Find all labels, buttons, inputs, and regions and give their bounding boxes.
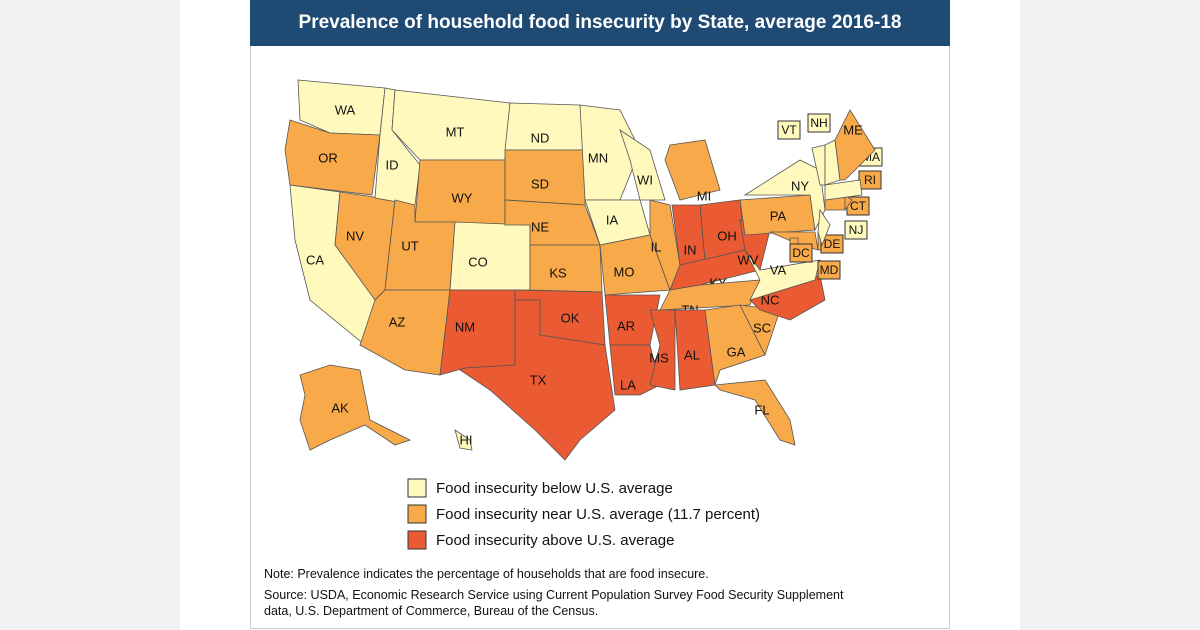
- state-label: NE: [531, 219, 549, 234]
- state-shape: [284, 119, 381, 196]
- state-label: VA: [770, 262, 787, 277]
- legend-label: Food insecurity near U.S. average (11.7 …: [436, 506, 760, 523]
- legend-swatch: [407, 478, 427, 498]
- state-label: MI: [697, 188, 711, 203]
- state-label: AL: [684, 347, 700, 362]
- state-label: ND: [531, 130, 550, 145]
- state-label: TX: [530, 372, 547, 387]
- state-label: IN: [684, 242, 697, 257]
- state-label-box: [807, 113, 831, 133]
- state-label: SD: [531, 176, 549, 191]
- state-label: AR: [617, 318, 635, 333]
- state-label: HI: [460, 432, 473, 447]
- state-label: DC: [792, 246, 810, 260]
- legend-swatch: [407, 504, 427, 524]
- legend-label: Food insecurity below U.S. average: [436, 480, 673, 497]
- state-label: GA: [727, 344, 746, 359]
- state-shape: [669, 249, 761, 291]
- state-shape: [664, 139, 721, 201]
- state-shape: [824, 179, 863, 201]
- state-label: IL: [651, 239, 662, 254]
- state-shape: [579, 104, 641, 201]
- state-label: KS: [549, 265, 567, 280]
- source: Source: USDA, Economic Research Service …: [264, 588, 844, 618]
- state-label: WY: [452, 190, 473, 205]
- state-label: IA: [606, 212, 619, 227]
- state-label: NC: [761, 292, 780, 307]
- state-label: MS: [649, 350, 669, 365]
- state-label: WI: [637, 172, 653, 187]
- state-label: CO: [468, 254, 488, 269]
- state-label: ID: [386, 157, 399, 172]
- state-shape: [649, 309, 676, 391]
- state-label-box: [820, 234, 844, 254]
- state-label: CT: [850, 199, 867, 213]
- state-label: WA: [335, 102, 356, 117]
- state-label-box: [789, 243, 813, 263]
- state-shape: [459, 299, 616, 461]
- state-label: LA: [620, 377, 636, 392]
- state-label: CA: [306, 252, 324, 267]
- state-label: MN: [588, 150, 608, 165]
- state-label: NH: [810, 116, 827, 130]
- state-shape: [817, 208, 831, 247]
- state-shape: [609, 344, 661, 396]
- state-label: MT: [446, 124, 465, 139]
- state-label: NV: [346, 228, 364, 243]
- legend-label: Food insecurity above U.S. average: [436, 532, 674, 549]
- state-shape: [454, 429, 473, 451]
- title: Prevalence of household food insecurity …: [250, 0, 950, 46]
- state-shape: [834, 109, 876, 181]
- state-label: DE: [824, 237, 841, 251]
- state-label: NM: [455, 319, 475, 334]
- note: Note: Prevalence indicates the percentag…: [264, 567, 709, 581]
- state-label: WV: [738, 252, 759, 267]
- state-label-box: [817, 260, 841, 280]
- state-label: MD: [820, 263, 839, 277]
- legend-swatch: [407, 530, 427, 550]
- state-label: VT: [781, 123, 797, 137]
- state-label: NY: [791, 178, 809, 193]
- state-label: OR: [318, 150, 338, 165]
- state-shape: [714, 379, 796, 446]
- state-label: MO: [614, 264, 635, 279]
- state-label: ME: [843, 122, 863, 137]
- state-label: FL: [754, 402, 769, 417]
- state-label-box: [777, 120, 801, 140]
- state-shape: [844, 194, 853, 212]
- state-label: OK: [561, 310, 580, 325]
- state-label: NJ: [849, 223, 864, 237]
- state-label: AZ: [389, 314, 406, 329]
- state-label: OH: [717, 228, 737, 243]
- state-label: RI: [864, 173, 876, 187]
- state-label: SC: [753, 320, 771, 335]
- state-shape: [299, 364, 412, 451]
- state-shape: [449, 221, 531, 291]
- state-label: UT: [401, 238, 418, 253]
- state-shape: [619, 129, 666, 201]
- state-label-box: [844, 220, 868, 240]
- state-label: PA: [770, 208, 787, 223]
- state-shape: [439, 289, 516, 376]
- state-label: AK: [331, 400, 349, 415]
